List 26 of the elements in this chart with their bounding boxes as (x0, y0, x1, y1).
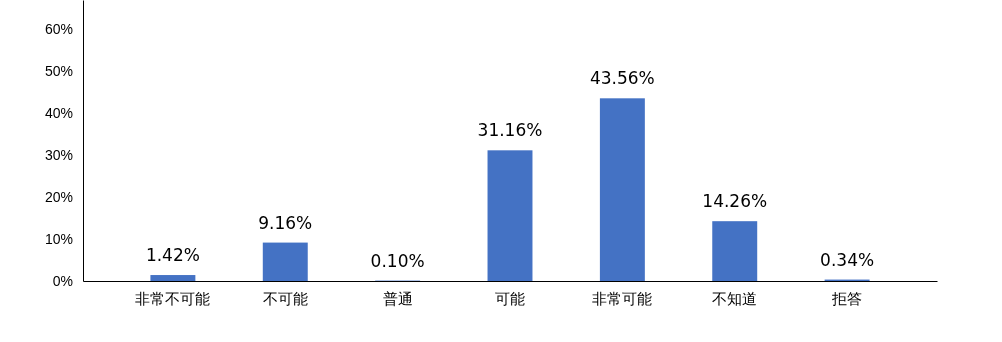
data-label: 14.26% (702, 191, 768, 212)
y-tick-label: 60% (44, 21, 73, 38)
x-tick-label: 普通 (382, 289, 413, 307)
y-tick-label: 0% (52, 272, 73, 289)
x-tick-label: 不知道 (712, 289, 758, 307)
data-label: 43.56% (589, 68, 655, 89)
data-label: 0.34% (820, 249, 875, 270)
data-label: 9.16% (258, 212, 313, 233)
y-tick-label: 20% (44, 189, 73, 206)
y-tick-label: 50% (44, 63, 73, 80)
data-label: 0.10% (370, 250, 425, 271)
y-tick-label: 10% (44, 231, 73, 248)
x-tick-label: 不可能 (262, 289, 308, 307)
y-tick-label: 40% (44, 105, 73, 122)
bar (262, 242, 308, 281)
x-tick-label: 可能 (495, 289, 525, 307)
data-label: 31.16% (477, 120, 543, 141)
x-tick-label: 非常不可能 (135, 289, 211, 307)
bar (487, 150, 533, 281)
x-tick-label: 非常可能 (592, 289, 653, 307)
bar (599, 98, 645, 281)
bar (712, 221, 758, 281)
bar (150, 275, 196, 281)
data-label: 1.42% (145, 245, 200, 266)
x-tick-label: 拒答 (831, 289, 863, 307)
y-tick-label: 30% (44, 147, 73, 164)
